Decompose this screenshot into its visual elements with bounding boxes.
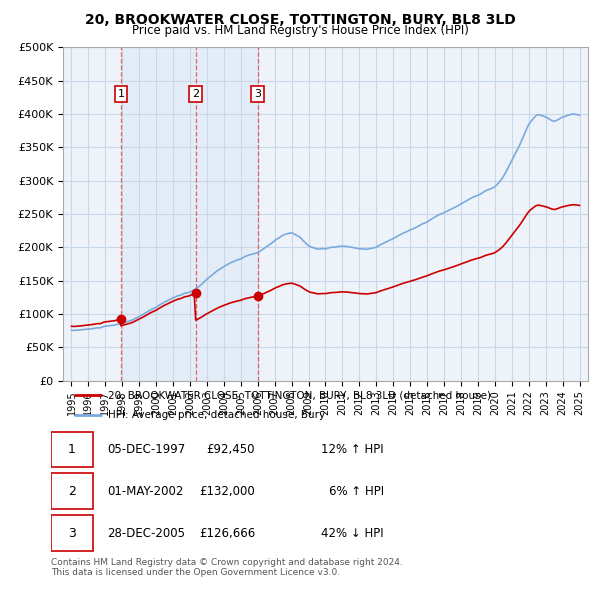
FancyBboxPatch shape bbox=[51, 515, 93, 551]
Text: 1: 1 bbox=[118, 89, 124, 99]
FancyBboxPatch shape bbox=[51, 473, 93, 509]
Text: 6% ↑ HPI: 6% ↑ HPI bbox=[329, 484, 384, 498]
Text: 12% ↑ HPI: 12% ↑ HPI bbox=[322, 443, 384, 456]
Text: £132,000: £132,000 bbox=[199, 484, 255, 498]
Text: 20, BROOKWATER CLOSE, TOTTINGTON, BURY, BL8 3LD (detached house): 20, BROOKWATER CLOSE, TOTTINGTON, BURY, … bbox=[107, 391, 491, 401]
Text: 05-DEC-1997: 05-DEC-1997 bbox=[107, 443, 185, 456]
Text: 42% ↓ HPI: 42% ↓ HPI bbox=[322, 526, 384, 539]
Text: £92,450: £92,450 bbox=[206, 443, 255, 456]
Bar bbox=[121, 47, 257, 381]
Text: HPI: Average price, detached house, Bury: HPI: Average price, detached house, Bury bbox=[107, 411, 325, 420]
Text: 3: 3 bbox=[68, 526, 76, 539]
Text: 1: 1 bbox=[68, 443, 76, 456]
Text: 20, BROOKWATER CLOSE, TOTTINGTON, BURY, BL8 3LD: 20, BROOKWATER CLOSE, TOTTINGTON, BURY, … bbox=[85, 13, 515, 27]
Text: 2: 2 bbox=[192, 89, 199, 99]
Text: £126,666: £126,666 bbox=[199, 526, 255, 539]
Text: 01-MAY-2002: 01-MAY-2002 bbox=[107, 484, 184, 498]
FancyBboxPatch shape bbox=[51, 431, 93, 467]
Text: 28-DEC-2005: 28-DEC-2005 bbox=[107, 526, 185, 539]
Text: 2: 2 bbox=[68, 484, 76, 498]
Text: Price paid vs. HM Land Registry's House Price Index (HPI): Price paid vs. HM Land Registry's House … bbox=[131, 24, 469, 37]
Text: 3: 3 bbox=[254, 89, 261, 99]
Text: Contains HM Land Registry data © Crown copyright and database right 2024.
This d: Contains HM Land Registry data © Crown c… bbox=[51, 558, 403, 577]
